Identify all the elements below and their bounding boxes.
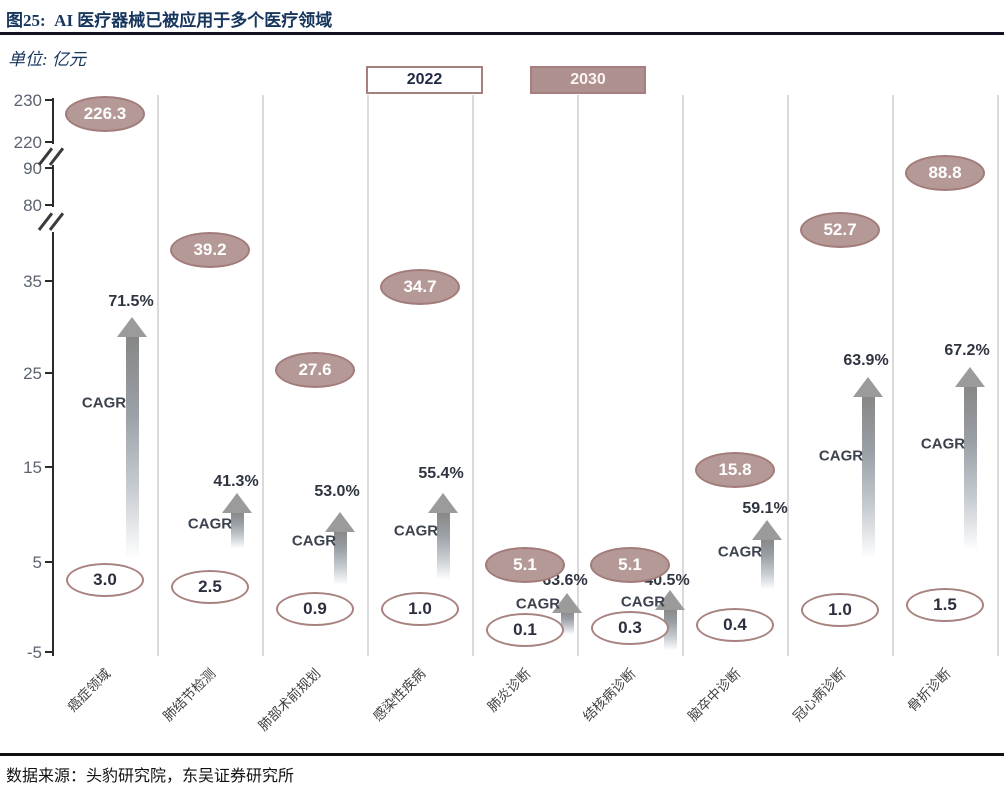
cagr-arrow-shaft <box>963 385 977 549</box>
value-ellipse-2022: 1.5 <box>906 588 984 622</box>
value-ellipse-2022: 0.3 <box>591 611 669 645</box>
gridline <box>892 95 894 656</box>
category-label: 脑卒中诊断 <box>685 665 744 725</box>
y-axis-tick <box>45 561 53 563</box>
gridline <box>367 95 369 656</box>
value-ellipse-2022: 1.0 <box>381 592 459 626</box>
y-axis-line <box>52 232 54 656</box>
cagr-arrow-up-icon <box>325 512 355 532</box>
gridline <box>577 95 579 656</box>
cagr-arrow-up-icon <box>428 493 458 513</box>
category-label: 冠心病诊断 <box>790 665 849 725</box>
category-label: 肺部术前规划 <box>255 665 324 734</box>
cagr-arrow-shaft <box>230 511 244 548</box>
category-label: 癌症领域 <box>64 665 114 715</box>
value-ellipse-2030: 88.8 <box>905 155 985 191</box>
cagr-arrow-shaft <box>436 511 450 579</box>
unit-label: 单位: 亿元 <box>8 50 86 69</box>
cagr-label: CAGR <box>818 447 864 465</box>
value-ellipse-2022: 1.0 <box>801 593 879 627</box>
cagr-label: CAGR <box>187 515 233 533</box>
y-axis-tick-label: 90 <box>23 159 42 178</box>
y-axis-tick <box>45 141 53 143</box>
category-label: 骨折诊断 <box>904 665 954 715</box>
y-axis-tick-label: 35 <box>23 272 42 291</box>
value-ellipse-2022: 0.9 <box>276 592 354 626</box>
value-ellipse-2022: 0.1 <box>486 613 564 647</box>
value-ellipse-2022: 0.4 <box>696 608 774 642</box>
value-ellipse-2022: 3.0 <box>66 563 144 597</box>
category-label: 感染性疾病 <box>370 665 429 725</box>
y-axis-tick <box>45 372 53 374</box>
value-ellipse-2030: 15.8 <box>695 452 775 488</box>
data-source: 数据来源：头豹研究院，东吴证券研究所 <box>6 768 295 785</box>
cagr-value: 67.2% <box>944 342 990 359</box>
y-axis-tick-label: 220 <box>13 133 42 152</box>
cagr-label: CAGR <box>620 593 666 611</box>
value-ellipse-2030: 52.7 <box>800 212 880 248</box>
legend-item-2022: 2022 <box>366 66 483 94</box>
cagr-label: CAGR <box>81 394 127 412</box>
value-ellipse-2022: 2.5 <box>171 570 249 604</box>
y-axis-tick-label: 5 <box>32 553 42 572</box>
cagr-arrow-shaft <box>125 335 139 556</box>
value-ellipse-2030: 5.1 <box>485 547 565 583</box>
footer-divider <box>0 753 1004 756</box>
cagr-arrow-up-icon <box>222 493 252 513</box>
y-axis-line <box>52 165 54 207</box>
gridline <box>262 95 264 656</box>
cagr-label: CAGR <box>717 543 763 561</box>
cagr-value: 59.1% <box>742 500 788 517</box>
category-label: 结核病诊断 <box>580 665 639 725</box>
y-axis-tick <box>45 167 53 169</box>
y-axis-tick <box>45 204 53 206</box>
gridline <box>157 95 159 656</box>
y-axis-tick <box>45 280 53 282</box>
figure-title: 图25: AI 医疗器械已被应用于多个医疗领域 <box>6 11 333 30</box>
cagr-value: 63.9% <box>843 352 889 369</box>
y-axis-tick <box>45 466 53 468</box>
cagr-value: 41.3% <box>213 473 259 490</box>
cagr-arrow-up-icon <box>853 377 883 397</box>
y-axis-line <box>52 98 54 144</box>
y-axis-tick <box>45 651 53 653</box>
cagr-value: 53.0% <box>314 483 360 500</box>
cagr-value: 71.5% <box>108 293 154 310</box>
cagr-label: CAGR <box>393 522 439 540</box>
y-axis-tick-label: 15 <box>23 458 42 477</box>
category-label: 肺结节检测 <box>160 665 219 725</box>
y-axis-tick-label: -5 <box>26 643 42 662</box>
y-axis-tick-label: 80 <box>23 196 42 215</box>
gridline <box>472 95 474 656</box>
gridline <box>682 95 684 656</box>
title-divider <box>0 32 1004 35</box>
cagr-value: 55.4% <box>418 465 464 482</box>
cagr-arrow-shaft <box>663 608 677 650</box>
cagr-arrow-up-icon <box>955 367 985 387</box>
y-axis-tick-label: 25 <box>23 364 42 383</box>
value-ellipse-2030: 39.2 <box>170 232 250 268</box>
cagr-label: CAGR <box>291 532 337 550</box>
cagr-arrow-up-icon <box>552 593 582 613</box>
cagr-arrow-up-icon <box>117 317 147 337</box>
gridline <box>997 95 999 656</box>
value-ellipse-2030: 34.7 <box>380 269 460 305</box>
cagr-label: CAGR <box>920 435 966 453</box>
gridline <box>787 95 789 656</box>
value-ellipse-2030: 27.6 <box>275 352 355 388</box>
cagr-arrow-shaft <box>333 530 347 584</box>
cagr-arrow-shaft <box>861 395 875 557</box>
cagr-arrow-up-icon <box>655 590 685 610</box>
cagr-arrow-shaft <box>760 538 774 589</box>
y-axis-tick-label: 230 <box>13 91 42 110</box>
legend-item-2030: 2030 <box>530 66 646 94</box>
y-axis-tick <box>45 99 53 101</box>
cagr-label: CAGR <box>515 595 561 613</box>
value-ellipse-2030: 226.3 <box>65 96 145 132</box>
value-ellipse-2030: 5.1 <box>590 547 670 583</box>
category-label: 肺炎诊断 <box>484 665 534 715</box>
cagr-arrow-up-icon <box>752 520 782 540</box>
